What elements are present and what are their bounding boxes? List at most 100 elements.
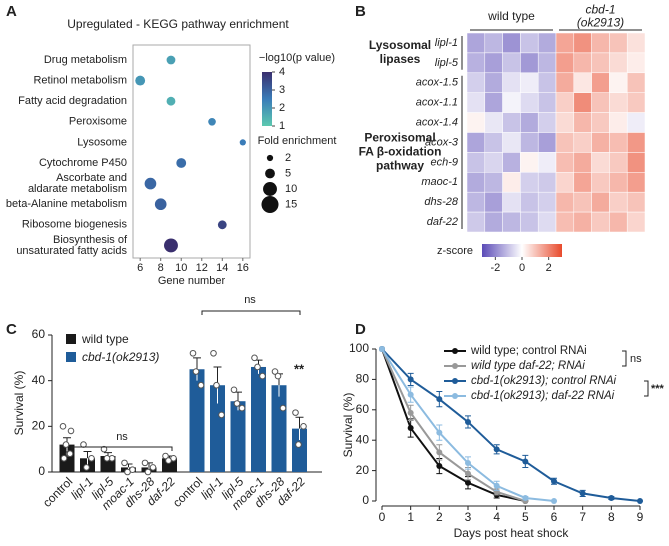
series-line	[381, 348, 526, 502]
heatmap-cell	[626, 72, 646, 93]
category-label: beta-Alanine metabolism	[6, 198, 127, 210]
heatmap-cell	[573, 211, 592, 233]
data-point	[59, 423, 67, 430]
bubble	[166, 96, 176, 106]
size-legend-marker	[263, 182, 277, 196]
heatmap-cell	[591, 112, 610, 133]
size-legend-title: Fold enrichment	[258, 135, 337, 147]
bubble	[217, 220, 227, 230]
category-label: Ribosome biogenesis	[22, 219, 128, 231]
series-marker	[522, 494, 529, 501]
bar	[271, 385, 287, 472]
heatmap-cell	[591, 92, 610, 113]
legend-swatch	[66, 352, 76, 362]
y-tick-label: 40	[32, 373, 46, 387]
series-marker	[551, 498, 557, 504]
x-tick-label: 5	[522, 510, 529, 524]
heatmap-cell	[502, 211, 521, 233]
legend-marker	[452, 363, 458, 369]
bubble	[144, 177, 157, 190]
size-legend-label: 15	[285, 198, 297, 210]
colorbar-tick-label: 1	[279, 120, 285, 132]
heatmap-cell	[484, 32, 503, 54]
bubble	[135, 75, 146, 86]
data-point	[62, 441, 70, 448]
heatmap-cell	[609, 52, 628, 74]
y-tick-label: 40	[356, 432, 370, 446]
heatmap-cell	[484, 92, 503, 113]
column-group-label: cbd-1	[585, 3, 615, 17]
significance-bracket	[71, 446, 173, 451]
heatmap-cell	[466, 152, 486, 173]
x-tick-label: 6	[137, 262, 143, 274]
heatmap-cell	[555, 92, 575, 113]
heatmap-cell	[573, 172, 592, 193]
heatmap-cell	[591, 172, 610, 193]
error-bar	[295, 416, 304, 429]
heatmap-cell	[466, 132, 486, 153]
data-point	[197, 381, 205, 389]
heatmap-cell	[609, 172, 628, 193]
x-axis-label: Days post heat shock	[454, 526, 570, 540]
colorbar-tick-label: 3	[279, 84, 285, 96]
heatmap-cell	[573, 52, 592, 74]
series-marker	[436, 449, 443, 456]
heatmap-cell	[537, 52, 557, 74]
category-label: Biosynthesis of	[53, 234, 128, 246]
size-legend-label: 5	[285, 167, 291, 179]
y-tick-label: 80	[356, 372, 370, 386]
heatmap-cell	[573, 152, 592, 173]
series-marker	[465, 470, 471, 477]
heatmap-cell	[484, 72, 503, 93]
heatmap-cell	[537, 32, 557, 54]
data-point	[218, 411, 225, 419]
data-point	[238, 404, 246, 412]
significance-bracket	[622, 350, 627, 367]
bubble	[239, 139, 246, 146]
heatmap-cell	[520, 132, 539, 153]
gene-label: acox-1.4	[416, 116, 458, 128]
heatmap-cell	[484, 172, 503, 193]
bar	[210, 385, 225, 472]
colorbar-tick-label: 4	[279, 66, 285, 78]
heatmap-cell	[537, 72, 557, 93]
series-line	[381, 348, 526, 502]
colorbar	[482, 244, 562, 257]
category-label: Ascorbate and	[56, 172, 127, 184]
colorbar-tick-label: 0	[519, 262, 525, 274]
x-axis-label: Gene number	[158, 275, 226, 287]
y-tick-label: 60	[32, 327, 46, 341]
heatmap-cell	[520, 72, 539, 93]
panel-label: B	[355, 3, 366, 20]
panel-label: A	[6, 3, 17, 20]
x-tick-label: 14	[216, 262, 228, 274]
gene-label: lipl-1	[435, 37, 458, 49]
heatmap-cell	[520, 191, 539, 213]
annotation: ***	[651, 383, 665, 395]
category-label: unsaturated fatty acids	[16, 245, 127, 257]
y-axis-label: Survival (%)	[341, 393, 355, 458]
heatmap-cell	[591, 72, 610, 93]
legend-label: cbd-1(ok2913)	[82, 350, 159, 364]
heatmap-cell	[484, 191, 503, 213]
data-point	[83, 464, 90, 471]
data-point	[66, 450, 74, 458]
heatmap-cell	[502, 72, 521, 93]
bar	[251, 366, 266, 472]
panel-label: D	[355, 321, 366, 338]
heatmap-cell	[555, 132, 575, 153]
heatmap-cell	[626, 191, 646, 213]
y-tick-label: 60	[356, 402, 370, 416]
legend-label: cbd-1(ok2913); control RNAi	[471, 375, 617, 387]
size-legend-label: 10	[285, 183, 297, 195]
data-point	[230, 386, 238, 394]
data-point	[103, 455, 111, 462]
series-marker	[436, 396, 443, 403]
heatmap-cell	[484, 152, 503, 173]
heatmap-cell	[573, 92, 592, 113]
heatmap-cell	[555, 172, 575, 193]
heatmap-cell	[466, 191, 486, 213]
heatmap-cell	[502, 32, 521, 54]
colorbar-tick-label: 2	[279, 102, 285, 114]
